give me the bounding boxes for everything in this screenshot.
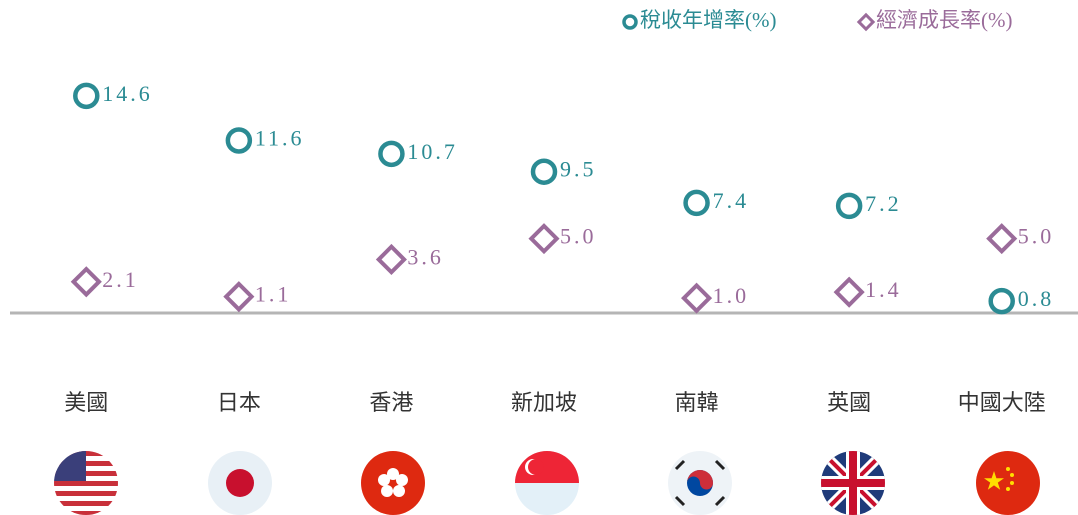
circle-marker [835, 192, 863, 220]
diamond-marker [528, 223, 560, 255]
flag-hk [361, 451, 425, 515]
flag-kr [668, 451, 732, 515]
legend-label: 經濟成長率(%) [876, 8, 1012, 32]
value-label: 5.0 [560, 224, 597, 249]
x-tick-label: 美國 [64, 390, 108, 415]
circle-marker [225, 127, 253, 154]
x-tick-label: 中國大陸 [958, 390, 1046, 415]
diamond-marker [681, 282, 713, 314]
diamond-marker [223, 281, 255, 313]
circle-marker [378, 140, 405, 168]
value-label: 9.5 [560, 157, 597, 182]
value-label: 11.6 [255, 125, 305, 150]
x-tick-label: 香港 [369, 390, 413, 415]
legend-marker [856, 12, 876, 32]
value-label: 14.6 [102, 81, 152, 106]
value-label: 7.2 [865, 191, 902, 216]
legend-label: 稅收年增率(%) [640, 8, 776, 32]
flag-jp [208, 451, 272, 515]
value-label: 5.0 [1018, 224, 1055, 249]
x-tick-label: 南韓 [675, 390, 719, 415]
value-label: 1.4 [865, 277, 902, 302]
flag-sg [515, 451, 579, 515]
circle-marker [530, 158, 558, 185]
circle-marker [683, 189, 710, 217]
value-label: 0.8 [1018, 286, 1055, 311]
value-label: 1.0 [713, 283, 750, 308]
x-tick-label: 英國 [827, 390, 871, 415]
x-tick-label: 日本 [217, 390, 261, 415]
flag-uk [821, 451, 885, 515]
legend-marker [622, 14, 638, 30]
flags [54, 451, 1040, 515]
value-label: 7.4 [713, 188, 750, 213]
value-label: 2.1 [102, 267, 138, 292]
diamond-marker [70, 266, 102, 298]
circle-marker [73, 82, 100, 110]
diamond-marker [375, 243, 407, 276]
value-label: 1.1 [255, 282, 292, 307]
value-label: 10.7 [407, 139, 458, 164]
circle-marker [988, 287, 1015, 315]
diamond-marker [986, 223, 1018, 255]
value-label: 3.6 [407, 244, 444, 269]
x-tick-label: 新加坡 [511, 390, 577, 415]
flag-cn [976, 451, 1040, 515]
diamond-marker [833, 276, 865, 308]
flag-us [54, 451, 118, 515]
